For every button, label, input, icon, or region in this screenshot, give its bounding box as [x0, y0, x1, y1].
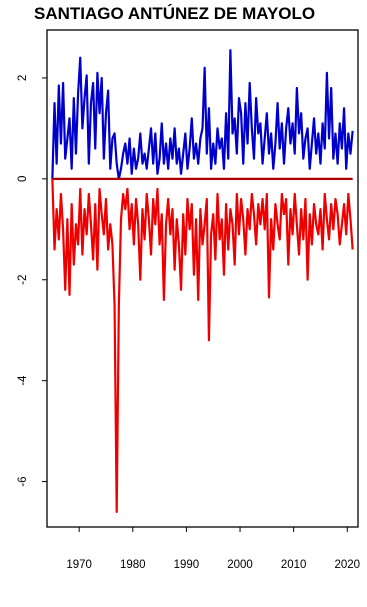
x-axis: 1970 1980 1990 2000 2010 2020: [66, 527, 360, 571]
x-tick-label: 2020: [334, 559, 360, 571]
x-tick-label: 2000: [227, 559, 253, 571]
y-axis: 2 0 -2 -4 -6: [17, 75, 47, 487]
y-tick-label: 2: [17, 75, 29, 81]
y-tick-label: -4: [17, 375, 29, 386]
x-tick-label: 2010: [281, 559, 307, 571]
x-tick-label: 1980: [120, 559, 146, 571]
y-tick-label: -2: [17, 275, 29, 285]
series-line-0: [51, 49, 354, 180]
x-tick-label: 1970: [66, 559, 92, 571]
x-tick-label: 1990: [174, 559, 200, 571]
y-tick-label: -6: [17, 476, 29, 486]
y-tick-label: 0: [17, 176, 29, 182]
plot-frame: [46, 29, 359, 528]
series-line-1: [51, 178, 354, 513]
series-layer: [51, 49, 354, 513]
chart-title: SANTIAGO ANTÚNEZ DE MAYOLO: [34, 4, 315, 23]
